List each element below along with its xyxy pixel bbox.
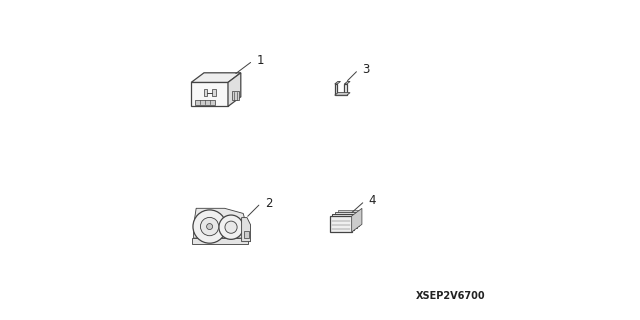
Polygon shape — [193, 208, 246, 238]
Polygon shape — [212, 89, 216, 96]
Polygon shape — [335, 82, 340, 84]
Polygon shape — [204, 89, 207, 96]
Circle shape — [207, 224, 212, 229]
Polygon shape — [195, 100, 215, 105]
Polygon shape — [352, 208, 362, 232]
Polygon shape — [228, 73, 241, 106]
Polygon shape — [335, 84, 347, 95]
Polygon shape — [335, 212, 357, 228]
Text: 1: 1 — [257, 54, 264, 67]
Text: 4: 4 — [369, 195, 376, 207]
Text: 3: 3 — [362, 63, 370, 76]
Text: 2: 2 — [265, 197, 272, 210]
Polygon shape — [191, 73, 241, 83]
Polygon shape — [335, 93, 350, 95]
Polygon shape — [192, 238, 248, 244]
Text: XSEP2V6700: XSEP2V6700 — [416, 291, 486, 301]
Polygon shape — [191, 83, 228, 106]
Polygon shape — [232, 92, 239, 100]
Polygon shape — [242, 218, 251, 242]
Polygon shape — [344, 82, 350, 84]
Circle shape — [225, 221, 237, 233]
Circle shape — [193, 210, 227, 243]
Polygon shape — [338, 210, 360, 226]
Circle shape — [200, 217, 219, 236]
Circle shape — [219, 215, 243, 239]
Polygon shape — [330, 216, 352, 232]
Bar — [244, 231, 249, 237]
Polygon shape — [333, 214, 355, 230]
